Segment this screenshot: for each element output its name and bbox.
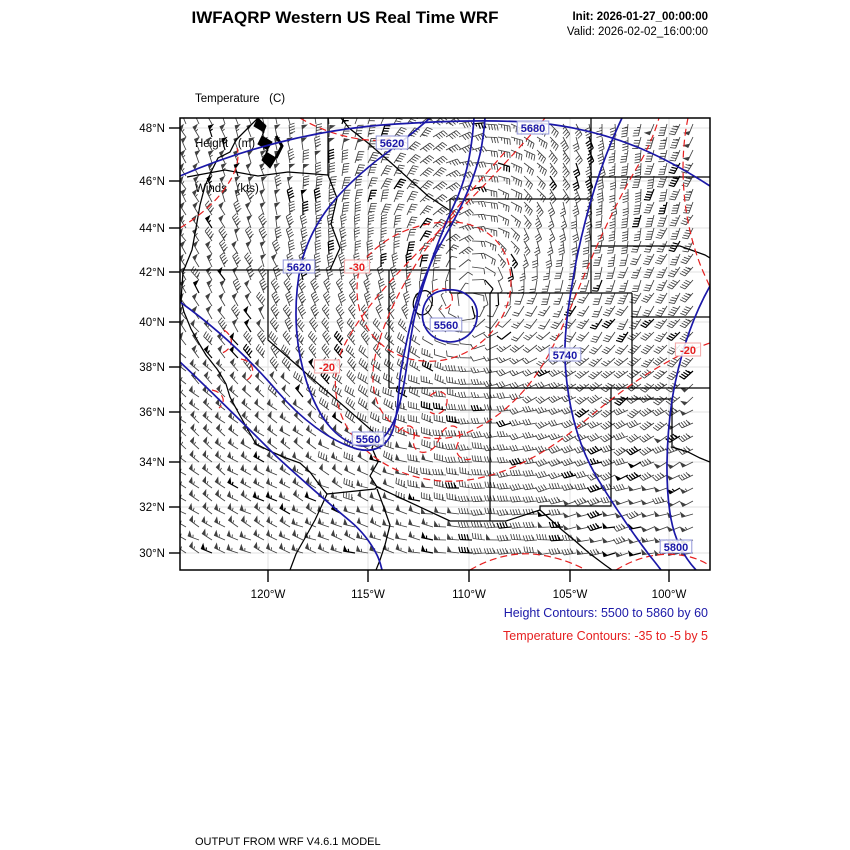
state-border — [591, 245, 710, 259]
state-border — [180, 118, 328, 570]
height-contour-label: 5740 — [553, 350, 577, 362]
lat-tick-label: 32°N — [139, 502, 165, 514]
temperature-contour — [429, 391, 448, 415]
state-border — [326, 486, 613, 570]
lat-tick-label: 36°N — [139, 407, 165, 419]
height-contour — [180, 361, 383, 570]
temperature-contour — [615, 553, 710, 570]
height-contour-label: 5620 — [287, 262, 311, 274]
height-contour — [180, 118, 486, 451]
height-contour-label-box — [375, 135, 409, 150]
valid-time-label: Valid: 2026-02-02_16:00:00 — [566, 26, 708, 38]
temperature-contour — [180, 147, 239, 229]
height-contour-label: 5560 — [434, 320, 458, 332]
state-border — [671, 399, 710, 463]
temperature-contour-label-box — [674, 342, 702, 357]
temperature-contour-label-box — [343, 259, 371, 274]
temperature-contour-note: Temperature Contours: -35 to -5 by 5 — [503, 629, 708, 643]
great-salt-lake — [412, 290, 433, 316]
lat-tick-label: 40°N — [139, 317, 165, 329]
lon-tick-label: 105°W — [553, 589, 588, 601]
state-border — [186, 169, 329, 178]
lon-tick-label: 120°W — [251, 589, 286, 601]
height-contour-note: Height Contours: 5500 to 5860 by 60 — [503, 606, 708, 620]
height-contour — [421, 289, 478, 343]
temperature-contour-label-box — [313, 359, 341, 374]
height-contour-label: 5800 — [664, 542, 688, 554]
lat-tick-label: 38°N — [139, 362, 165, 374]
footer-model-version: OUTPUT FROM WRF V4.6.1 MODEL — [195, 836, 381, 848]
model-footer: OUTPUT FROM WRF V4.6.1 MODEL WE = 310 ; … — [195, 806, 628, 850]
temperature-contour — [431, 287, 453, 310]
height-contour-label-box — [659, 539, 693, 554]
lon-tick-label: 115°W — [351, 589, 385, 601]
lat-tick-label: 34°N — [139, 457, 165, 469]
temperature-contour — [240, 358, 254, 381]
temperature-contour-label: -20 — [680, 345, 696, 357]
temperature-contour — [356, 221, 512, 362]
height-contour-label: 5620 — [380, 138, 404, 150]
puget-sound — [253, 118, 277, 169]
puget-sound-inlet — [274, 135, 284, 159]
height-contour-label-box — [351, 431, 385, 446]
lat-tick-label: 46°N — [139, 176, 165, 188]
height-contour-label-box — [548, 347, 582, 362]
temperature-contour — [372, 118, 660, 440]
state-border — [267, 270, 379, 488]
height-contour — [666, 285, 710, 570]
lat-tick-label: 44°N — [139, 223, 165, 235]
temperature-contour-label: -30 — [349, 262, 365, 274]
state-border — [327, 174, 341, 271]
temperature-contour — [397, 425, 472, 461]
height-contour — [180, 120, 710, 187]
init-time-label: Init: 2026-01-27_00:00:00 — [572, 11, 708, 23]
state-border — [539, 399, 612, 510]
height-contour-label-box — [282, 259, 316, 274]
height-contour-label: 5560 — [356, 434, 380, 446]
legend-temperature: Temperature (C) — [195, 93, 286, 105]
wind-barb-field — [180, 118, 694, 558]
page-title: IWFAQRP Western US Real Time WRF — [191, 8, 499, 27]
height-contour — [295, 118, 475, 447]
map-border — [179, 117, 711, 571]
lon-tick-label: 110°W — [452, 589, 486, 601]
temperature-contour — [211, 389, 224, 409]
temperature-contour — [469, 553, 587, 570]
height-contour-label-box — [516, 120, 550, 135]
map-content — [180, 118, 710, 570]
model-times: Init: 2026-01-27_00:00:00 Valid: 2026-02… — [420, 10, 708, 40]
height-contour-label-box — [429, 317, 463, 332]
temperature-contour-label: -20 — [319, 362, 335, 374]
lat-tick-label: 30°N — [139, 548, 165, 560]
lat-tick-label: 48°N — [139, 123, 165, 135]
temperature-contour — [334, 118, 710, 482]
lat-tick-label: 42°N — [139, 267, 165, 279]
height-contour — [564, 118, 662, 570]
lon-tick-label: 100°W — [652, 589, 687, 601]
height-contour-label: 5680 — [521, 123, 545, 135]
temperature-contour — [682, 118, 710, 288]
